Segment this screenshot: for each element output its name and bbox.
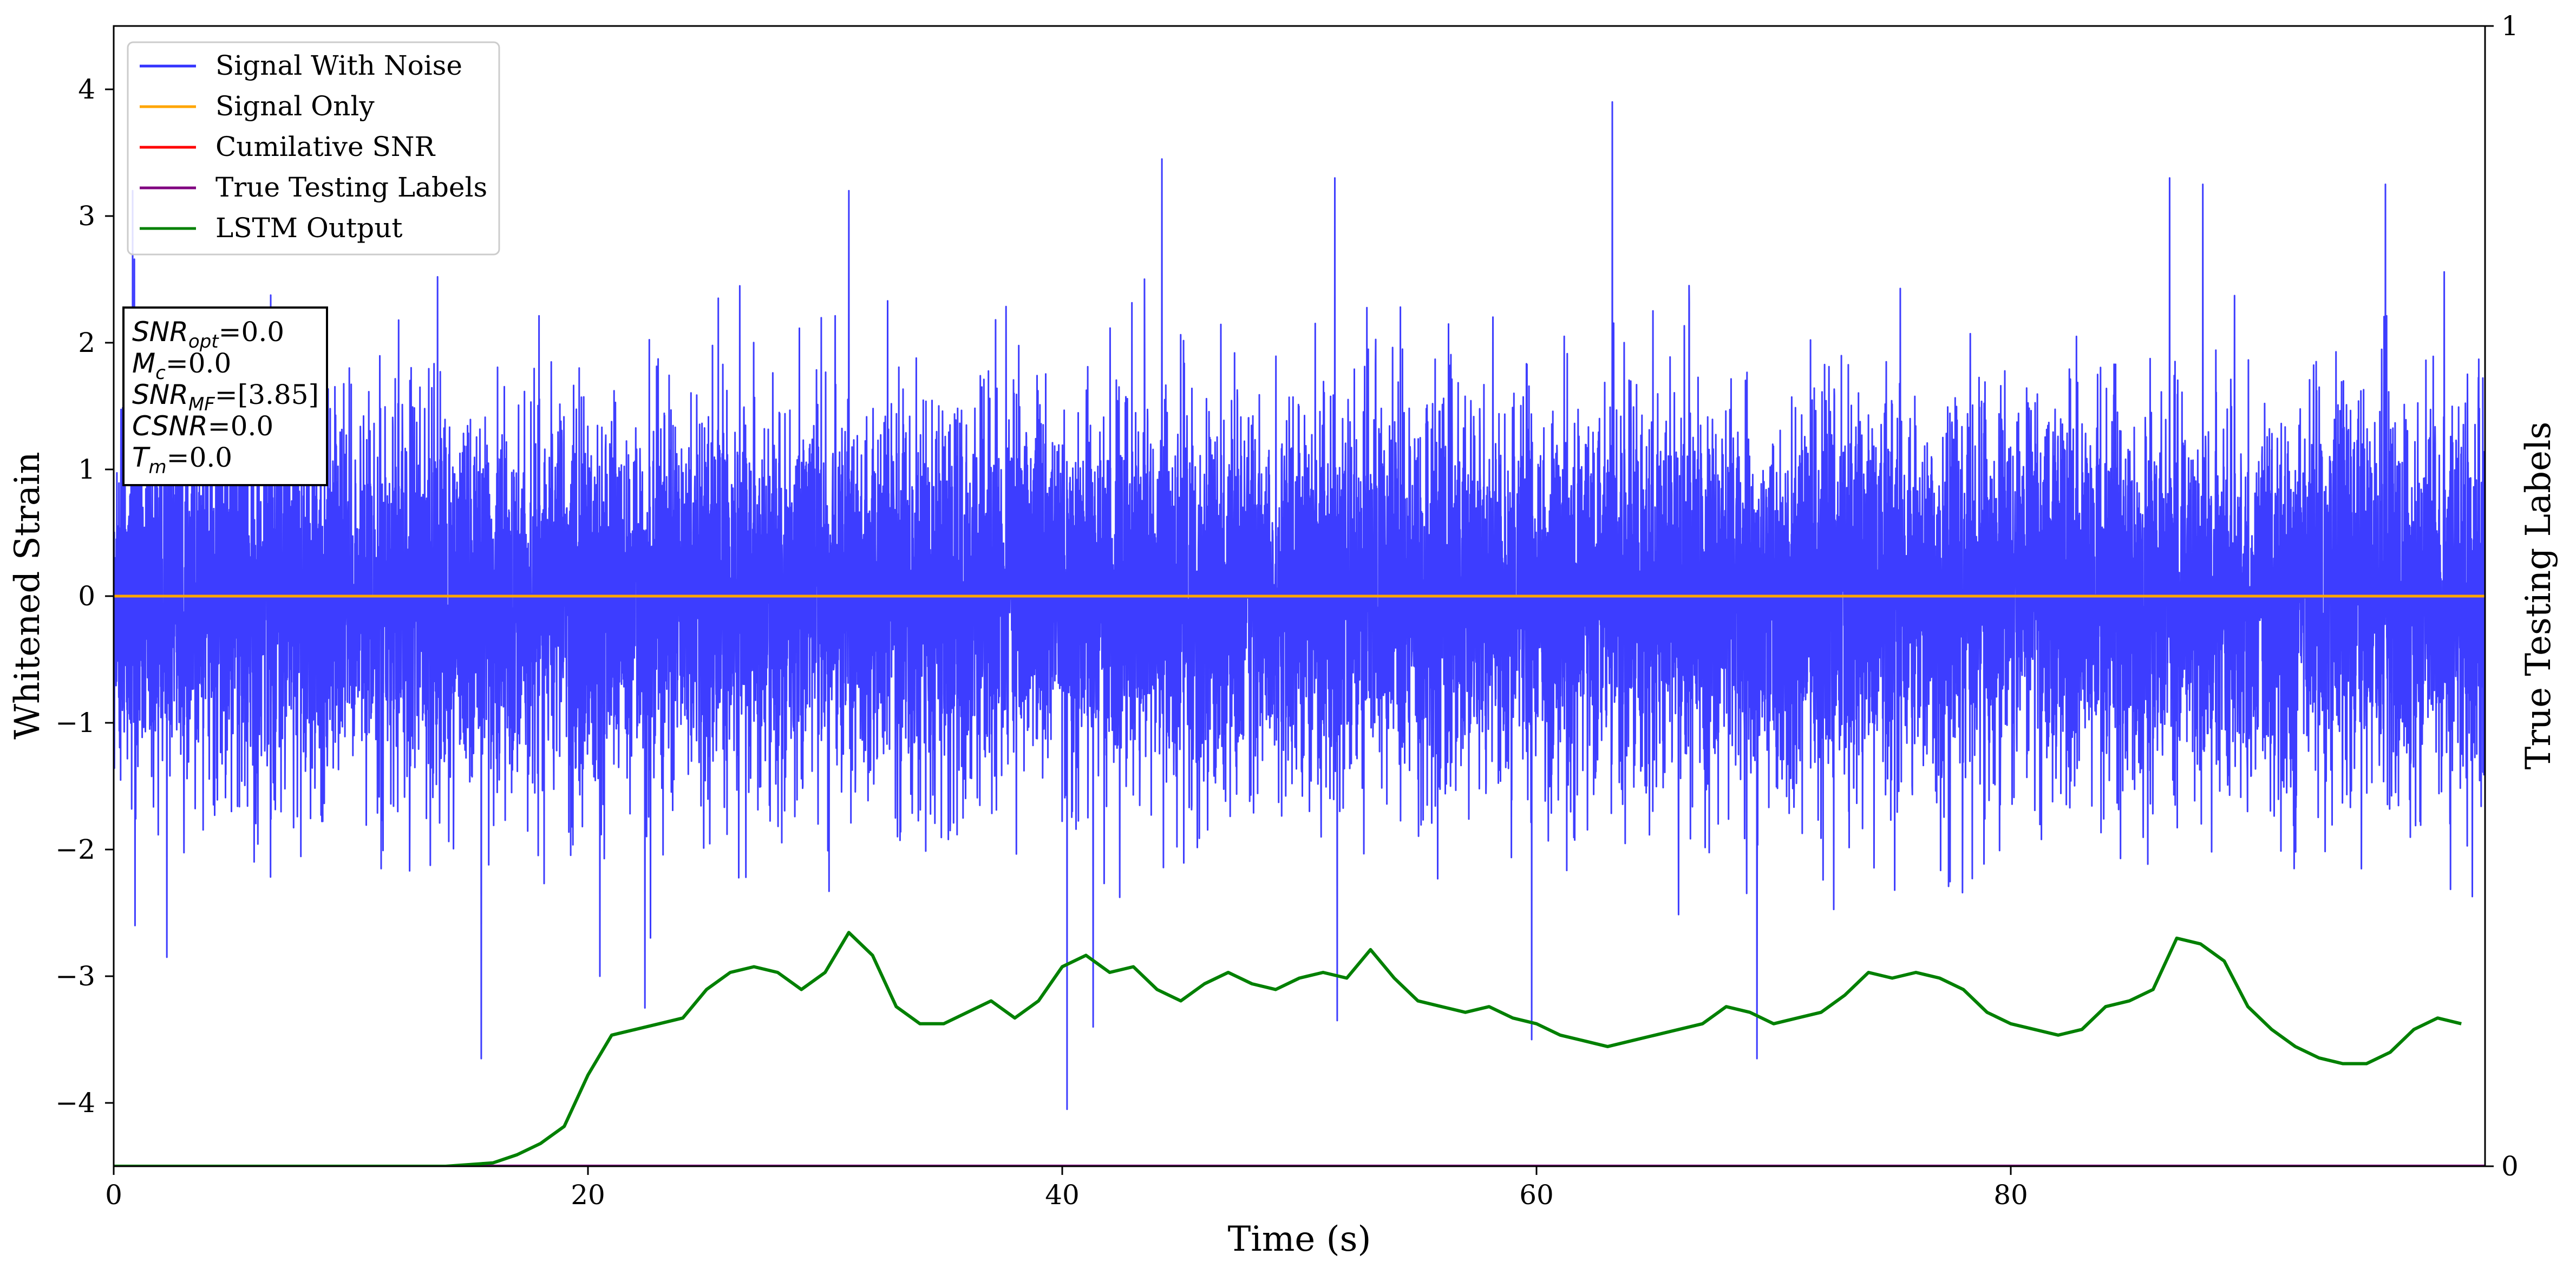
parameter-annotation-box: SNRopt=0.0 Mc=0.0 SNRMF=[3.85] CSNR=0.0 …	[122, 306, 328, 486]
y-axis-label-right: True Testing Labels	[2519, 422, 2559, 770]
legend-item-lstm-output: LSTM Output	[140, 212, 402, 244]
y-tick-label-right: 0	[2501, 1151, 2519, 1182]
series-line-lstm-output	[114, 931, 2462, 1166]
y-tick-label-right: 1	[2501, 10, 2519, 42]
series-line-signal-with-noise	[114, 101, 2485, 1110]
annotation-line-snr-mf: SNRMF=[3.85]	[132, 379, 319, 415]
y-tick-label-left: −1	[55, 707, 95, 739]
legend-item-signal-with-noise: Signal With Noise	[140, 50, 462, 81]
y-tick-label-left: 3	[78, 200, 95, 232]
legend-label: True Testing Labels	[215, 172, 487, 203]
x-axis: 0 20 40 60 80	[105, 1166, 2028, 1211]
x-axis-label: Time (s)	[1228, 1219, 1371, 1259]
legend-label: LSTM Output	[215, 212, 402, 244]
legend-item-cumilative-snr: Cumilative SNR	[140, 131, 435, 162]
legend: Signal With Noise Signal Only Cumilative…	[127, 41, 500, 256]
x-tick-label: 20	[571, 1179, 605, 1211]
x-tick-label: 80	[1993, 1179, 2028, 1211]
y-tick-label-left: 0	[78, 580, 95, 612]
y-axis-right: 01	[2485, 10, 2519, 1182]
annotation-line-snr-opt: SNRopt=0.0	[132, 316, 284, 352]
y-tick-label-left: 2	[78, 327, 95, 358]
x-tick-label: 0	[105, 1179, 122, 1211]
legend-label: Signal Only	[215, 90, 375, 122]
legend-label: Cumilative SNR	[215, 131, 435, 162]
annotation-line-mc: Mc=0.0	[132, 348, 231, 384]
x-tick-label: 40	[1045, 1179, 1080, 1211]
y-tick-label-left: −4	[55, 1087, 95, 1119]
y-axis-left: −4 −3 −2 −1 0 1 2 3 4	[55, 74, 114, 1119]
plot-area	[114, 101, 2485, 1166]
annotation-line-csnr: CSNR=0.0	[132, 410, 273, 442]
legend-item-signal-only: Signal Only	[140, 90, 375, 122]
y-tick-label-left: −2	[55, 834, 95, 865]
annotation-line-tm: Tm=0.0	[132, 442, 232, 478]
y-tick-label-left: −3	[55, 961, 95, 992]
y-tick-label-left: 1	[78, 454, 95, 485]
y-tick-label-left: 4	[78, 74, 95, 105]
x-tick-label: 60	[1519, 1179, 1554, 1211]
legend-label: Signal With Noise	[215, 50, 462, 81]
series-signal-with-noise	[114, 101, 2485, 1110]
legend-frame	[127, 41, 500, 256]
series-lstm-output	[114, 931, 2462, 1166]
legend-item-true-testing-labels: True Testing Labels	[140, 172, 487, 203]
annotation-frame	[122, 306, 328, 486]
y-axis-label-left: Whitened Strain	[8, 452, 48, 739]
